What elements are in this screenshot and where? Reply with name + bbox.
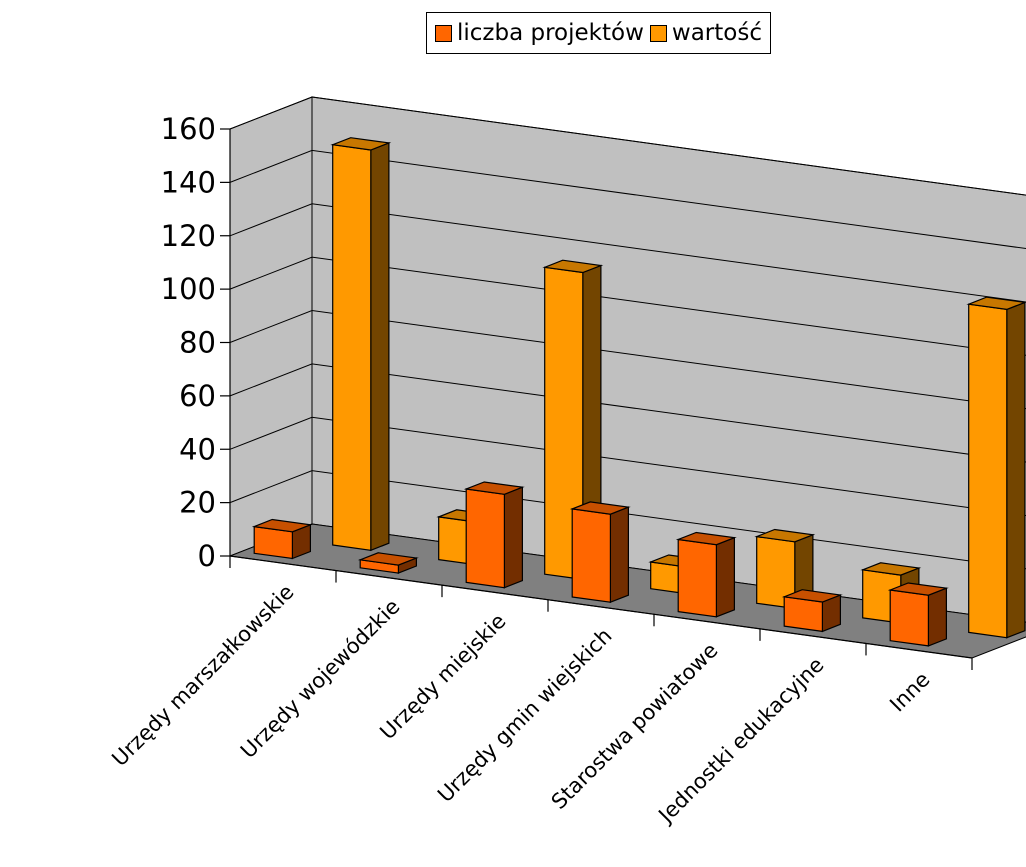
y-tick-label: 0 <box>198 539 216 573</box>
bar-side-face <box>370 142 390 552</box>
gridline <box>229 203 1026 303</box>
bar-top-face <box>887 582 949 596</box>
bar-series-1: Urzędy miejskie — liczba projektów: 35 <box>463 481 525 589</box>
y-tick-label: 80 <box>179 326 216 360</box>
bar-side-face <box>1006 301 1026 639</box>
legend: liczba projektów wartość <box>426 12 771 54</box>
bar-series-1: Jednostki edukacyjne — liczba projektów:… <box>781 589 843 633</box>
x-axis-line <box>229 555 973 659</box>
bar-top-face <box>463 481 525 495</box>
bar-front-face <box>889 589 930 647</box>
bar-series-1: Inne — liczba projektów: 19 <box>887 582 949 647</box>
bar-side-face <box>503 486 524 589</box>
y-tick-label: 20 <box>179 486 216 520</box>
legend-item-series-2: wartość <box>649 20 762 46</box>
y-tick-label: 120 <box>161 219 216 253</box>
bar-front-face <box>783 596 824 633</box>
bar-top-face <box>675 531 737 546</box>
bar-side-face <box>609 506 630 604</box>
gridlines <box>229 96 1026 570</box>
legend-swatch-series-1 <box>435 24 452 42</box>
bar-top-face <box>542 259 604 274</box>
x-category-label: Inne <box>885 667 934 716</box>
bar-series-1: Starostwa powiatowe — liczba projektów: … <box>675 531 737 618</box>
legend-label-series-2: wartość <box>671 20 762 46</box>
bar-side-face <box>715 536 736 618</box>
legend-label-series-1: liczba projektów <box>457 20 644 46</box>
bar-series-1: Urzędy gmin wiejskich — liczba projektów… <box>569 501 631 604</box>
bar-top-face <box>860 562 922 576</box>
y-axis: 0 20 40 60 80 100 120 140 160 <box>161 112 231 573</box>
y-tick-label: 40 <box>179 432 216 466</box>
gridline <box>229 96 1026 196</box>
bar-top-face <box>569 501 631 515</box>
bar-top-face <box>754 528 816 543</box>
bar-series-1: Urzędy wojewódzkie — liczba projektów: 3 <box>357 552 419 574</box>
gridline <box>229 363 1026 463</box>
bar-side-face <box>927 587 948 647</box>
y-tick-label: 60 <box>179 379 216 413</box>
bars: Urzędy marszałkowskie — wartość: 150Urzę… <box>251 137 1026 647</box>
bar-front-face <box>571 508 612 603</box>
bar-front-face <box>968 303 1008 639</box>
y-tick-label: 160 <box>161 112 216 146</box>
x-category-label: Urzędy miejskie <box>375 609 510 744</box>
gridline <box>229 416 1026 516</box>
bar-top-face <box>966 296 1026 311</box>
bar-series-1: Urzędy marszałkowskie — liczba projektów… <box>251 518 313 560</box>
bar-front-face <box>332 144 372 551</box>
bar-series-2: Urzędy miejskie — wartość: 115 <box>542 259 604 581</box>
legend-swatch-series-2 <box>649 24 667 42</box>
bar-front-face <box>677 538 718 618</box>
bar-top-face <box>781 589 843 603</box>
bar-series-2: Urzędy marszałkowskie — wartość: 150 <box>330 137 392 552</box>
gridline <box>229 309 1026 410</box>
bar-series-2: Inne — wartość: 123 <box>966 296 1026 639</box>
bar-top-face <box>251 518 313 533</box>
gridline <box>229 256 1026 356</box>
legend-item-series-1: liczba projektów <box>435 20 644 46</box>
bar-top-face <box>357 552 419 566</box>
y-tick-label: 100 <box>161 272 216 306</box>
gridline <box>229 149 1026 250</box>
y-tick-label: 140 <box>161 165 216 199</box>
bar-front-face <box>465 488 505 589</box>
bar-series-2: Starostwa powiatowe — wartość: 25 <box>754 528 816 610</box>
bar-top-face <box>330 137 392 151</box>
